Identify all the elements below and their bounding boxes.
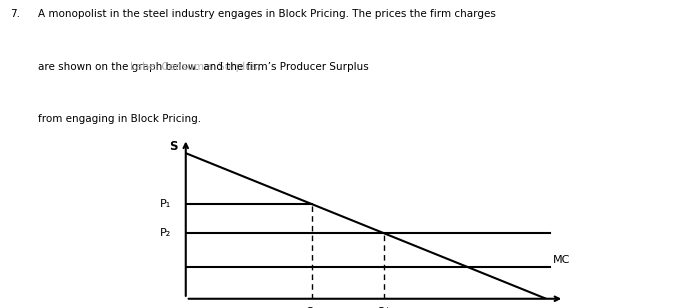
Text: P₂: P₂: [160, 228, 171, 238]
Text: are shown on the graph below.: are shown on the graph below.: [38, 62, 202, 71]
Text: Q*: Q*: [377, 307, 391, 308]
Text: Q: Q: [557, 307, 568, 308]
Text: P₁: P₁: [160, 199, 171, 209]
Text: S: S: [169, 140, 178, 153]
Text: from engaging in Block Pricing.: from engaging in Block Pricing.: [38, 114, 201, 124]
Text: Label Consumer Surplus,: Label Consumer Surplus,: [129, 62, 261, 71]
Text: 7.: 7.: [10, 9, 21, 19]
Text: and the firm’s Producer Surplus: and the firm’s Producer Surplus: [200, 62, 369, 71]
Text: A monopolist in the steel industry engages in Block Pricing. The prices the firm: A monopolist in the steel industry engag…: [38, 9, 496, 19]
Text: Q₁: Q₁: [305, 307, 319, 308]
Text: MC: MC: [553, 255, 571, 265]
